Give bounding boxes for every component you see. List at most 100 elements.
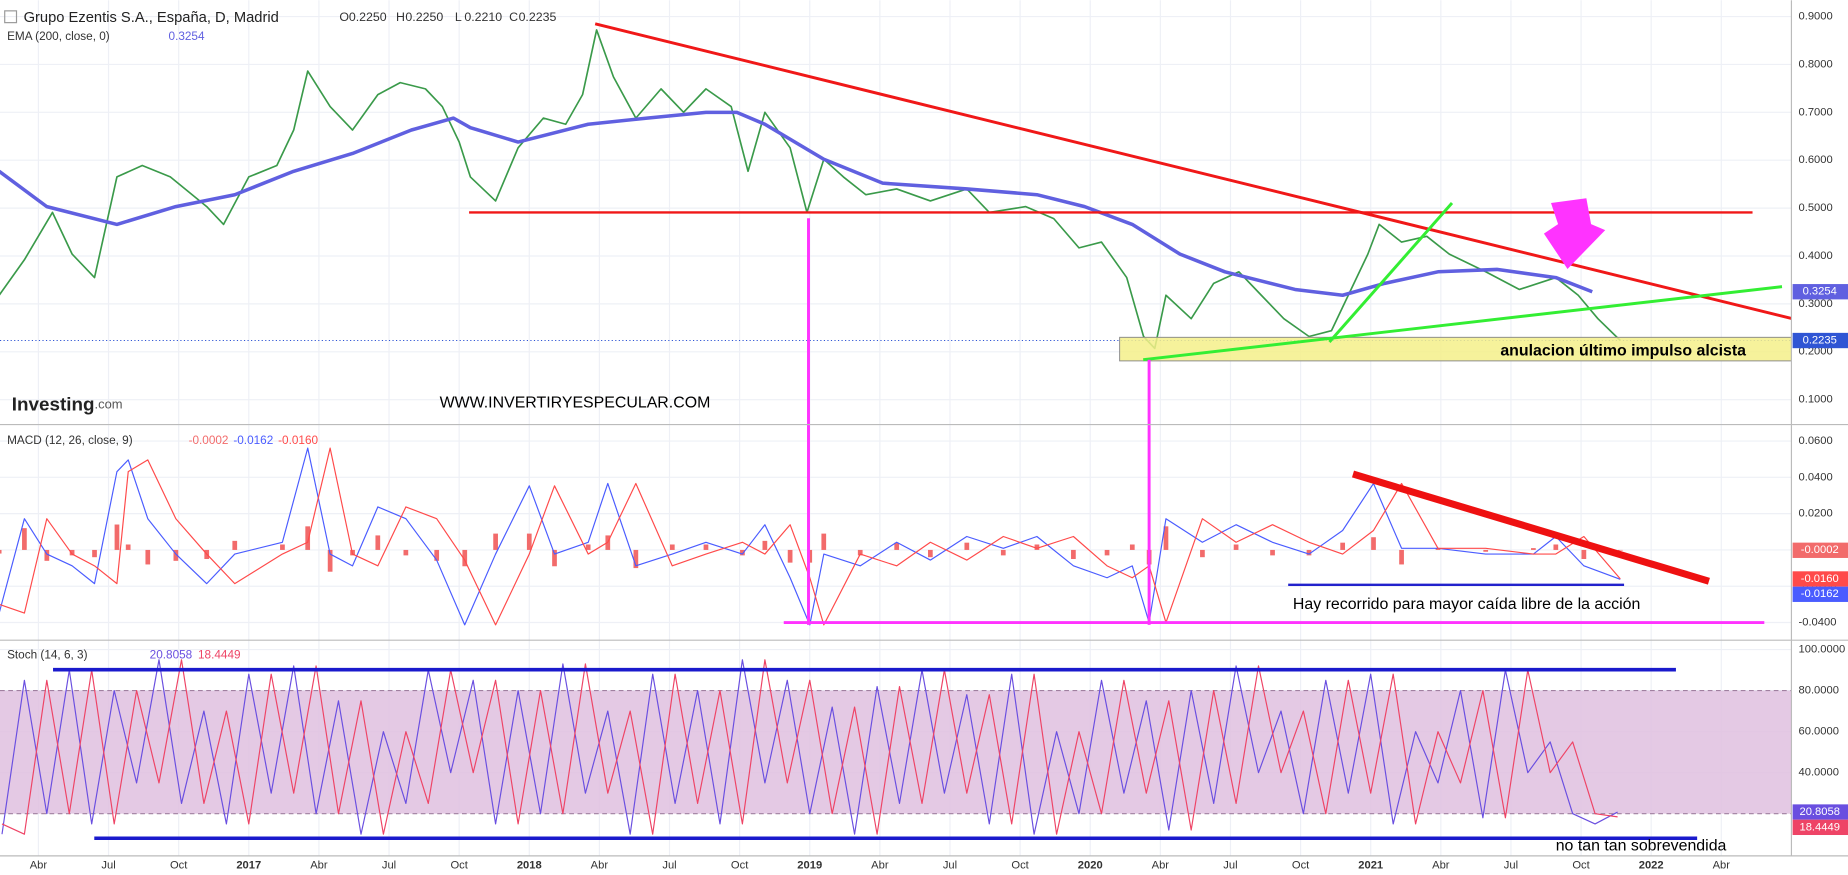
histogram-bar [1483, 549, 1489, 552]
legend-value: -0.0160 [278, 434, 318, 447]
x-tick-label: Oct [1572, 859, 1590, 871]
y-tick-label: 0.0600 [1798, 435, 1832, 447]
histogram-bar [894, 542, 900, 550]
histogram-bar [1617, 549, 1623, 551]
histogram-bar [22, 528, 27, 550]
price-label-bg [1792, 586, 1848, 602]
histogram-bar [552, 549, 557, 567]
x-tick-label: Jul [943, 859, 957, 871]
histogram-bar [1270, 549, 1275, 556]
ohlc-value: 0.2250 [349, 10, 387, 24]
price-label: 20.8058 [1799, 806, 1839, 818]
legend-value: -0.0002 [189, 434, 229, 447]
histogram-bar [1200, 549, 1205, 558]
histogram-bar [327, 549, 333, 572]
histogram-bar [1371, 537, 1376, 550]
price-axis [1791, 0, 1848, 875]
histogram-bar [1000, 549, 1006, 556]
trend-line [1328, 201, 1454, 344]
histogram-bar [1104, 549, 1110, 556]
trend-line [1143, 285, 1783, 362]
x-tick-label: Jul [662, 859, 676, 871]
histogram-bar [232, 540, 238, 550]
histogram-bar [375, 535, 381, 550]
histogram-bar [1531, 548, 1536, 550]
histogram-bar [857, 549, 863, 556]
histogram-bar [280, 544, 285, 550]
trend-line [594, 22, 1792, 320]
logo-text: Investing [12, 394, 95, 415]
logo: Investing.com [12, 394, 123, 415]
histogram-bar [92, 549, 97, 558]
ohlc-name: O [339, 10, 349, 24]
x-tick-label: Jul [382, 859, 396, 871]
y-tick-label: 40.0000 [1798, 767, 1838, 779]
ohlc-value: 0.2235 [519, 10, 557, 24]
y-tick-label: 0.8000 [1798, 58, 1832, 70]
collapse-icon[interactable] [4, 10, 18, 24]
histogram-bar [125, 544, 131, 550]
x-tick-label: Abr [310, 859, 328, 871]
y-tick-label: 60.0000 [1798, 726, 1838, 738]
histogram-bar [44, 549, 50, 561]
y-tick-label: 0.0400 [1798, 471, 1832, 483]
histogram-bar [1306, 549, 1312, 556]
histogram-bar [434, 549, 440, 561]
annotation: no tan tan sobrevendida [1556, 838, 1727, 855]
stoch-line [1, 659, 1618, 835]
x-tick-label: Oct [1011, 859, 1029, 871]
legend-value: -0.0162 [233, 434, 273, 447]
price-label-bg [1792, 542, 1848, 558]
ohlc-value: 0.2250 [405, 10, 443, 24]
y-tick-label: 0.7000 [1798, 106, 1832, 118]
annotation: WWW.INVERTIRYESPECULAR.COM [440, 395, 711, 412]
histogram-bar [145, 549, 151, 565]
histogram-bar [526, 533, 532, 550]
legend-value: 0.3254 [169, 30, 205, 43]
histogram-bar [305, 526, 311, 550]
histogram-bar [1581, 549, 1587, 560]
x-tick-label: Oct [170, 859, 188, 871]
price-label-bg [1792, 819, 1848, 836]
x-tick-label: 2018 [517, 859, 542, 871]
histogram-bar [1071, 549, 1076, 560]
x-tick-label: Abr [1152, 859, 1170, 871]
y-tick-label: 0.6000 [1798, 154, 1832, 166]
x-tick-label: 2019 [797, 859, 822, 871]
annotation: Hay recorrido para mayor caída libre de … [1293, 596, 1640, 613]
histogram-bar [703, 544, 709, 550]
x-tick-label: 2022 [1639, 859, 1664, 871]
macd-line [0, 447, 1621, 626]
macd-line [0, 447, 1621, 626]
histogram-bar [114, 524, 120, 550]
price-label-bg [1792, 284, 1848, 300]
histogram-bar [69, 549, 75, 556]
x-tick-label: 2021 [1358, 859, 1383, 871]
x-tick-label: Abr [1713, 859, 1731, 871]
price-label-bg [1792, 571, 1848, 587]
histogram-bar [1435, 548, 1441, 550]
histogram-bar [1399, 549, 1404, 565]
histogram-bar [669, 544, 675, 550]
y-tick-label: 0.5000 [1798, 202, 1832, 214]
legend-value: 18.4449 [198, 649, 241, 662]
histogram-bar [927, 549, 933, 558]
y-tick-label: 0.3000 [1798, 298, 1832, 310]
ohlc-value: 0.2210 [464, 10, 502, 24]
ohlc-name: H [396, 10, 405, 24]
histogram-bar [787, 549, 793, 563]
x-tick-label: 2020 [1078, 859, 1103, 871]
x-tick-label: Abr [871, 859, 889, 871]
data-layer [0, 29, 1792, 835]
price-label: 0.3254 [1803, 286, 1837, 298]
x-tick-label: Jul [1504, 859, 1518, 871]
x-tick-label: Abr [1432, 859, 1450, 871]
y-tick-label: -0.0400 [1798, 616, 1836, 628]
arrow [1543, 198, 1606, 269]
histogram-bar [1233, 544, 1239, 550]
price-label: -0.0002 [1801, 544, 1839, 556]
histogram-bar [0, 549, 2, 554]
y-tick-label: 0.4000 [1798, 250, 1832, 262]
histogram-bar [964, 542, 970, 550]
